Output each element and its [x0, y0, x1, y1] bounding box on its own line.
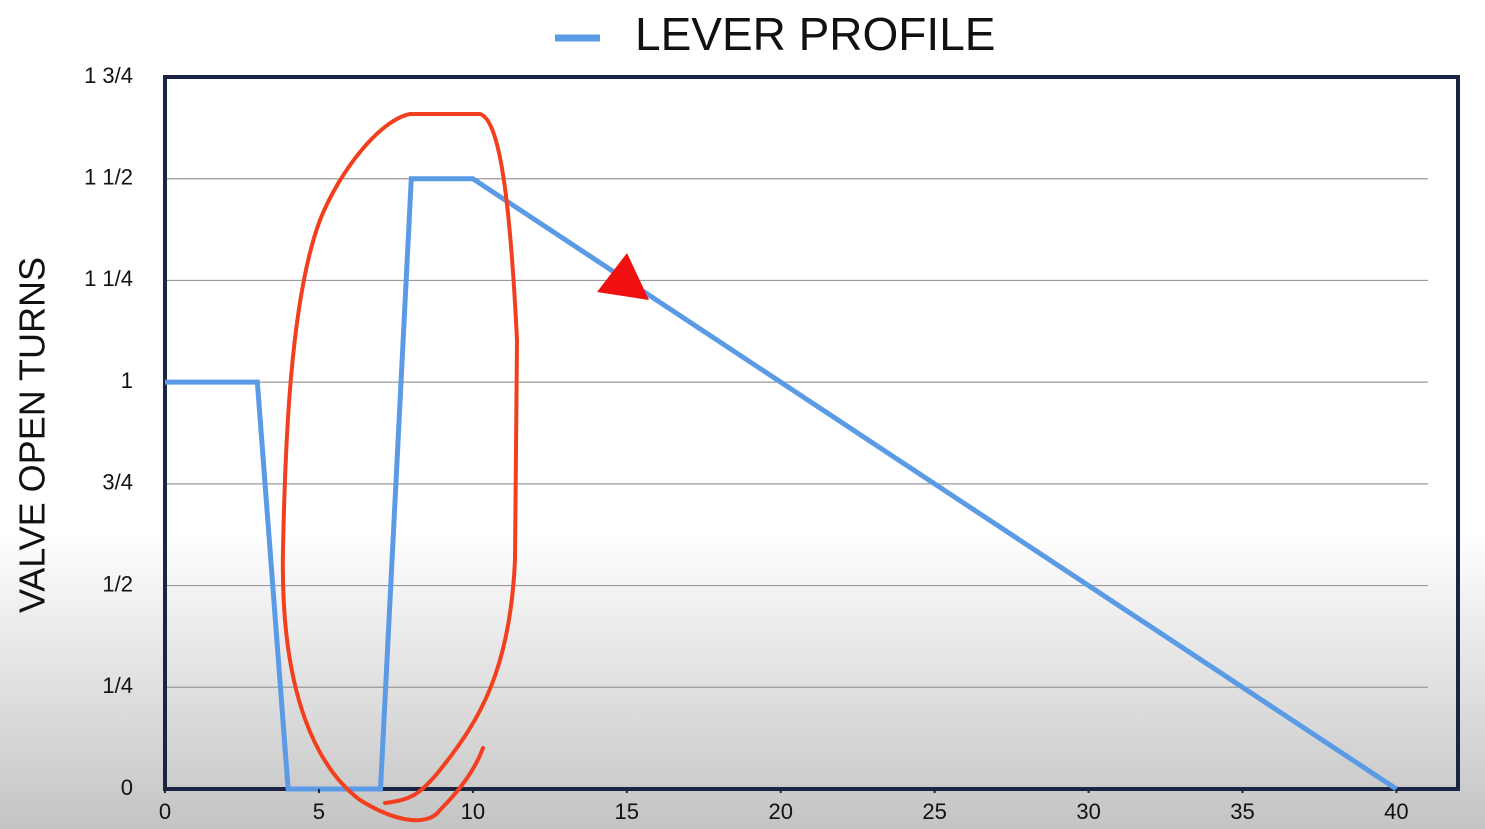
legend-label: LEVER PROFILE: [635, 8, 995, 60]
data-line: [165, 176, 1398, 792]
y-tick-label: 1 1/2: [84, 165, 133, 190]
grid: [165, 76, 1428, 790]
annotation-loop: [280, 112, 520, 823]
y-tick-label: 0: [121, 775, 133, 800]
data: [165, 176, 1398, 792]
plot-frame: [163, 75, 1460, 791]
annotation-arrow: [597, 253, 649, 300]
y-tick-label: 1/4: [102, 673, 133, 698]
x-tick-label: 0: [159, 799, 171, 824]
x-tick-label: 5: [313, 799, 325, 824]
y-tick-label: 1: [121, 368, 133, 393]
y-axis-label: VALVE OPEN TURNS: [12, 257, 53, 613]
x-tick-label: 20: [768, 799, 792, 824]
y-tick-label: 1 1/4: [84, 266, 133, 291]
x-tick-label: 35: [1230, 799, 1254, 824]
x-tick-label: 30: [1076, 799, 1100, 824]
y-tick-label: 1/2: [102, 571, 133, 596]
y-tick-label: 3/4: [102, 470, 133, 495]
x-tick-label: 10: [461, 799, 485, 824]
x-tick-label: 40: [1384, 799, 1408, 824]
x-tick-label: 15: [615, 799, 639, 824]
y-tick-label: 1 3/4: [84, 63, 133, 88]
x-tick-label: 25: [922, 799, 946, 824]
